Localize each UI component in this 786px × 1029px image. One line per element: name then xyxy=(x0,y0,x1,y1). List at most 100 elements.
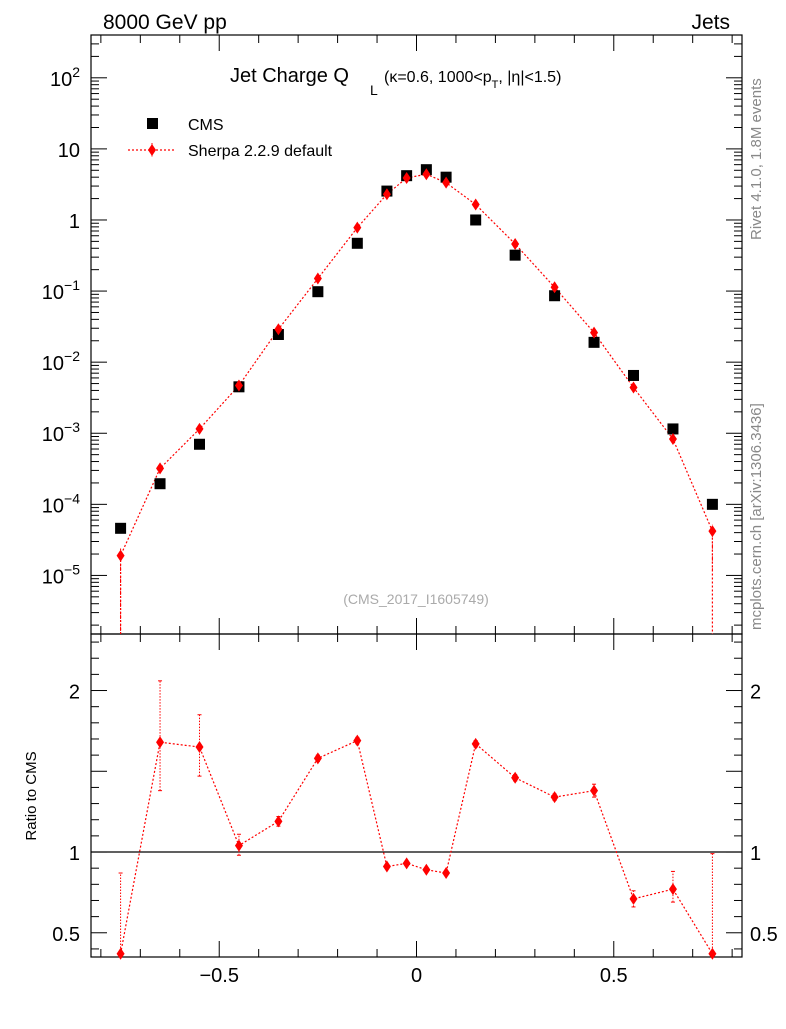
main-y-tick-base: 10 xyxy=(42,495,64,517)
ratio-y-tick-label-right: 0.5 xyxy=(750,924,778,946)
ratio-data-point xyxy=(382,860,391,873)
ratio-data-point xyxy=(116,947,125,960)
plot-title-cuts-prefix: (κ=0.6, 1000<p xyxy=(384,69,492,86)
rivet-version-label: Rivet 4.1.0, 1.8M events xyxy=(748,78,765,240)
plot-title-cuts-subscript: T xyxy=(492,79,499,91)
main-y-tick-label: 10−4 xyxy=(42,490,80,517)
ratio-y-tick-label: 1 xyxy=(69,843,80,865)
sherpa-data-point xyxy=(313,272,322,285)
legend: CMS Sherpa 2.2.9 default xyxy=(128,117,333,160)
plot-title-cuts: (κ=0.6, 1000<pT, |η|<1.5) xyxy=(384,69,561,91)
sherpa-data-point xyxy=(442,176,451,189)
main-y-tick-label: 10−1 xyxy=(42,277,80,304)
main-y-tick-base: 1 xyxy=(69,211,80,233)
cms-data-point xyxy=(312,286,324,298)
ratio-data-point xyxy=(402,857,411,870)
header-jets-label: Jets xyxy=(691,11,730,34)
main-y-tick-exponent: −1 xyxy=(64,277,80,293)
sherpa-data-point xyxy=(422,168,431,181)
ratio-data-point xyxy=(471,737,480,750)
main-y-tick-exponent: 2 xyxy=(72,64,80,80)
ratio-data-point xyxy=(708,947,717,960)
main-y-tick-base: 10 xyxy=(42,566,64,588)
ratio-data-point xyxy=(353,734,362,747)
sherpa-data-point xyxy=(195,422,204,435)
sherpa-data-point xyxy=(550,281,559,294)
cms-data-point xyxy=(509,249,521,261)
ratio-data-point xyxy=(442,867,451,880)
x-axis: −0.5 0 0.5 xyxy=(100,35,733,987)
ratio-data-point xyxy=(422,863,431,876)
plot-title-main: Jet Charge Q xyxy=(230,65,349,87)
main-series-layer xyxy=(115,164,718,634)
sherpa-data-point xyxy=(156,462,165,475)
main-y-tick-base: 10 xyxy=(42,353,64,375)
main-y-tick-label: 10 xyxy=(58,140,80,162)
main-y-tick-exponent: −3 xyxy=(64,419,80,435)
main-y-tick-exponent: −5 xyxy=(64,561,80,577)
legend-sherpa-label: Sherpa 2.2.9 default xyxy=(188,143,333,160)
ratio-data-point xyxy=(274,815,283,828)
cms-data-point xyxy=(115,522,127,534)
cms-data-point xyxy=(667,423,679,435)
main-y-tick-base: 10 xyxy=(42,282,64,304)
plot-title-cuts-suffix: , |η|<1.5) xyxy=(498,69,561,86)
ratio-y-tick-label-right: 1 xyxy=(750,843,761,865)
ratio-series-layer xyxy=(116,680,717,960)
legend-cms-label: CMS xyxy=(188,117,224,134)
sherpa-data-point xyxy=(402,171,411,184)
ratio-y-axis: 0.5 0.5 1 1 2 2 xyxy=(52,641,778,950)
sherpa-data-point xyxy=(629,381,638,394)
ratio-data-point xyxy=(195,741,204,754)
main-y-tick-label: 10−5 xyxy=(42,561,80,588)
sherpa-data-point xyxy=(668,433,677,446)
x-tick-label: 0.5 xyxy=(600,965,628,987)
main-y-tick-label: 1 xyxy=(69,211,80,233)
ratio-data-point xyxy=(313,752,322,765)
ratio-data-point xyxy=(550,791,559,804)
main-y-tick-base: 10 xyxy=(42,424,64,446)
main-y-tick-label: 102 xyxy=(50,64,80,91)
cms-data-point xyxy=(470,214,482,226)
sherpa-data-point xyxy=(590,326,599,339)
cms-data-point xyxy=(588,336,600,348)
legend-cms-marker xyxy=(147,118,158,129)
sherpa-line xyxy=(119,173,714,634)
plot-title-subscript: L xyxy=(370,82,378,98)
ratio-data-point xyxy=(629,892,638,905)
ratio-y-tick-label: 0.5 xyxy=(52,924,80,946)
ratio-y-axis-label: Ratio to CMS xyxy=(23,751,40,840)
ratio-y-tick-label: 2 xyxy=(69,682,80,704)
ratio-data-point xyxy=(590,784,599,797)
ratio-y-tick-label-right: 2 xyxy=(750,682,761,704)
main-y-tick-exponent: −2 xyxy=(64,348,80,364)
sherpa-data-point xyxy=(274,323,283,336)
ratio-data-point xyxy=(668,883,677,896)
cms-data-point xyxy=(706,498,718,510)
x-tick-label: −0.5 xyxy=(199,965,238,987)
main-y-tick-base: 10 xyxy=(58,140,80,162)
sherpa-data-point xyxy=(382,188,391,201)
sherpa-data-point xyxy=(471,198,480,211)
header-energy-label: 8000 GeV pp xyxy=(103,11,227,34)
x-tick-label: 0 xyxy=(411,965,422,987)
sherpa-data-point xyxy=(116,549,125,562)
main-y-tick-base: 10 xyxy=(50,69,72,91)
sherpa-data-point xyxy=(353,221,362,234)
main-y-tick-label: 10−2 xyxy=(42,348,80,375)
analysis-tag: (CMS_2017_I1605749) xyxy=(343,591,489,607)
plot-title: Jet Charge Q L (κ=0.6, 1000<pT, |η|<1.5) xyxy=(230,65,561,98)
ratio-data-point xyxy=(511,771,520,784)
ratio-panel-frame xyxy=(90,633,743,958)
cms-data-point xyxy=(154,478,166,490)
sherpa-data-point xyxy=(708,525,717,538)
legend-sherpa-marker xyxy=(148,144,156,156)
main-y-tick-exponent: −4 xyxy=(64,490,80,506)
ratio-data-point xyxy=(156,736,165,749)
ratio-line xyxy=(120,739,713,955)
main-y-tick-label: 10−3 xyxy=(42,419,80,446)
ratio-data-point xyxy=(234,839,243,852)
